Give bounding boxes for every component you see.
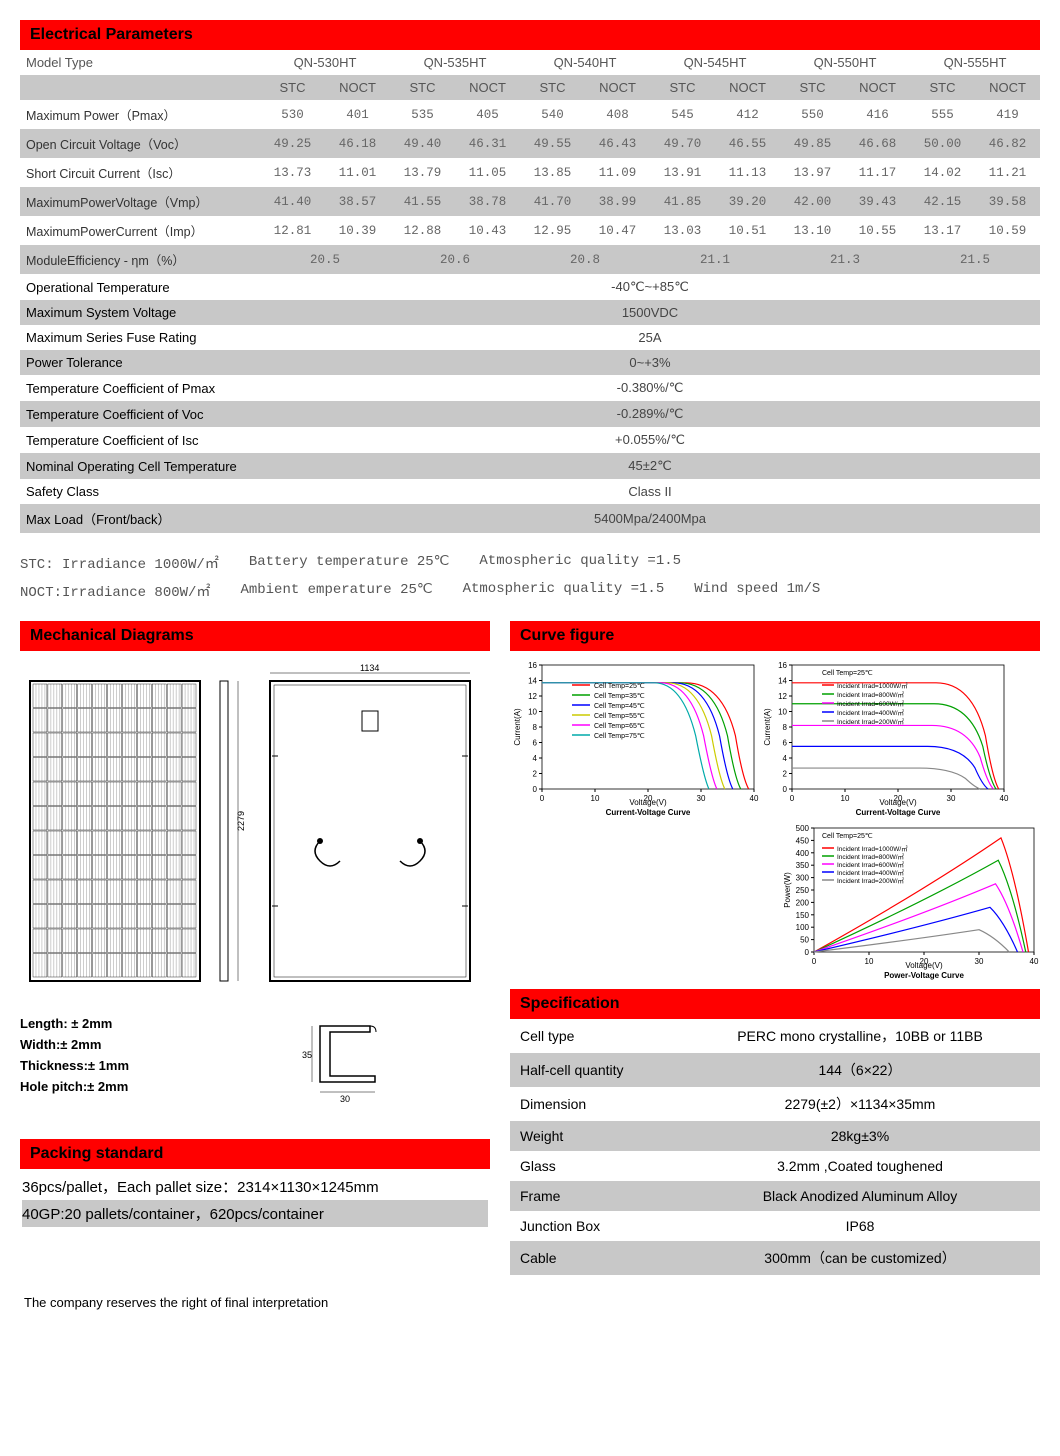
note: Atmospheric quality =1.5 (463, 581, 665, 601)
svg-text:Incident Irrad=400W/㎡: Incident Irrad=400W/㎡ (837, 868, 905, 877)
svg-text:0: 0 (540, 794, 545, 803)
svg-text:14: 14 (528, 677, 537, 686)
svg-text:30: 30 (697, 794, 706, 803)
svg-text:0: 0 (533, 785, 538, 794)
svg-text:35: 35 (302, 1050, 312, 1060)
svg-text:Incident Irrad=200W/㎡: Incident Irrad=200W/㎡ (837, 717, 905, 726)
svg-text:150: 150 (796, 911, 810, 920)
svg-text:4: 4 (783, 754, 788, 763)
svg-text:0: 0 (812, 957, 817, 966)
svg-text:Incident Irrad=1000W/㎡: Incident Irrad=1000W/㎡ (837, 681, 908, 690)
svg-text:10: 10 (841, 794, 850, 803)
curve-header: Curve figure (510, 621, 1040, 651)
svg-text:0: 0 (805, 948, 810, 957)
svg-text:Current-Voltage Curve: Current-Voltage Curve (606, 808, 691, 817)
spec-header: Specification (510, 989, 1040, 1019)
svg-text:400: 400 (796, 849, 810, 858)
pack-line-1: 36pcs/pallet，Each pallet size：2314×1130×… (22, 1173, 488, 1200)
svg-text:30: 30 (947, 794, 956, 803)
svg-text:8: 8 (533, 723, 538, 732)
svg-text:2: 2 (533, 770, 538, 779)
svg-text:Cell Temp=55℃: Cell Temp=55℃ (594, 713, 645, 720)
electrical-table: Model TypeQN-530HTQN-535HTQN-540HTQN-545… (20, 50, 1040, 533)
note: Ambient emperature 25℃ (240, 581, 432, 601)
svg-text:16: 16 (778, 661, 787, 670)
svg-text:Cell Temp=25℃: Cell Temp=25℃ (822, 670, 873, 677)
packing-lines: 36pcs/pallet，Each pallet size：2314×1130×… (20, 1169, 490, 1231)
svg-text:Power(W): Power(W) (783, 872, 792, 908)
svg-text:14: 14 (778, 677, 787, 686)
packing-header: Packing standard (20, 1139, 490, 1169)
svg-text:200: 200 (796, 898, 810, 907)
svg-text:6: 6 (783, 739, 788, 748)
note: NOCT:Irradiance 800W/㎡ (20, 581, 210, 601)
pack-line-2: 40GP:20 pallets/container，620pcs/contain… (22, 1200, 488, 1227)
mechanical-diagrams: 2279 1134 (20, 651, 490, 1004)
curve-charts: 0102030400246810121416Voltage(V)Current-… (510, 651, 1040, 989)
note: STC: Irradiance 1000W/㎡ (20, 553, 219, 573)
svg-text:4: 4 (533, 754, 538, 763)
note: Battery temperature 25℃ (249, 553, 450, 573)
svg-text:250: 250 (796, 886, 810, 895)
svg-text:Cell Temp=25℃: Cell Temp=25℃ (822, 833, 873, 840)
profile-diagram: 35 30 (300, 1016, 490, 1109)
svg-text:300: 300 (796, 874, 810, 883)
svg-text:2279: 2279 (236, 811, 246, 831)
svg-text:100: 100 (796, 923, 810, 932)
svg-text:Cell Temp=35℃: Cell Temp=35℃ (594, 693, 645, 700)
svg-text:10: 10 (778, 708, 787, 717)
svg-text:40: 40 (1030, 957, 1039, 966)
svg-text:Incident Irrad=1000W/㎡: Incident Irrad=1000W/㎡ (837, 844, 908, 853)
svg-text:2: 2 (783, 770, 788, 779)
svg-text:6: 6 (533, 739, 538, 748)
svg-text:Power-Voltage Curve: Power-Voltage Curve (884, 971, 964, 980)
svg-text:16: 16 (528, 661, 537, 670)
svg-text:Voltage(V): Voltage(V) (879, 798, 917, 807)
svg-text:Cell Temp=45℃: Cell Temp=45℃ (594, 703, 645, 710)
note: Wind speed 1m/S (694, 581, 820, 601)
svg-text:0: 0 (783, 785, 788, 794)
svg-text:Incident Irrad=200W/㎡: Incident Irrad=200W/㎡ (837, 876, 905, 885)
spec-table: Cell typePERC mono crystalline，10BB or 1… (510, 1019, 1040, 1275)
svg-text:40: 40 (1000, 794, 1009, 803)
svg-text:10: 10 (528, 708, 537, 717)
footer-note: The company reserves the right of final … (20, 1295, 1040, 1310)
svg-text:12: 12 (528, 692, 537, 701)
svg-text:Cell Temp=65℃: Cell Temp=65℃ (594, 723, 645, 730)
svg-text:Current(A): Current(A) (513, 708, 522, 746)
svg-text:450: 450 (796, 836, 810, 845)
svg-text:12: 12 (778, 692, 787, 701)
svg-text:Incident Irrad=800W/㎡: Incident Irrad=800W/㎡ (837, 852, 905, 861)
svg-text:Voltage(V): Voltage(V) (905, 961, 943, 970)
svg-text:Voltage(V): Voltage(V) (629, 798, 667, 807)
svg-text:10: 10 (591, 794, 600, 803)
svg-text:Incident Irrad=600W/㎡: Incident Irrad=600W/㎡ (837, 699, 905, 708)
svg-text:500: 500 (796, 824, 810, 833)
electrical-header: Electrical Parameters (20, 20, 1040, 50)
svg-text:Incident Irrad=600W/㎡: Incident Irrad=600W/㎡ (837, 860, 905, 869)
svg-text:0: 0 (790, 794, 795, 803)
svg-text:10: 10 (865, 957, 874, 966)
svg-text:8: 8 (783, 723, 788, 732)
svg-text:Current-Voltage Curve: Current-Voltage Curve (856, 808, 941, 817)
svg-text:Cell Temp=75℃: Cell Temp=75℃ (594, 733, 645, 740)
svg-text:40: 40 (750, 794, 759, 803)
svg-text:30: 30 (975, 957, 984, 966)
svg-text:50: 50 (800, 936, 809, 945)
svg-text:350: 350 (796, 861, 810, 870)
svg-text:Cell Temp=25℃: Cell Temp=25℃ (594, 683, 645, 690)
svg-text:30: 30 (340, 1094, 350, 1104)
svg-text:Incident Irrad=800W/㎡: Incident Irrad=800W/㎡ (837, 690, 905, 699)
mechanical-header: Mechanical Diagrams (20, 621, 490, 651)
svg-text:Incident Irrad=400W/㎡: Incident Irrad=400W/㎡ (837, 708, 905, 717)
conditions-notes: STC: Irradiance 1000W/㎡ Battery temperat… (20, 553, 1040, 601)
svg-text:Current(A): Current(A) (763, 708, 772, 746)
svg-text:1134: 1134 (360, 663, 379, 673)
note: Atmospheric quality =1.5 (479, 553, 681, 573)
